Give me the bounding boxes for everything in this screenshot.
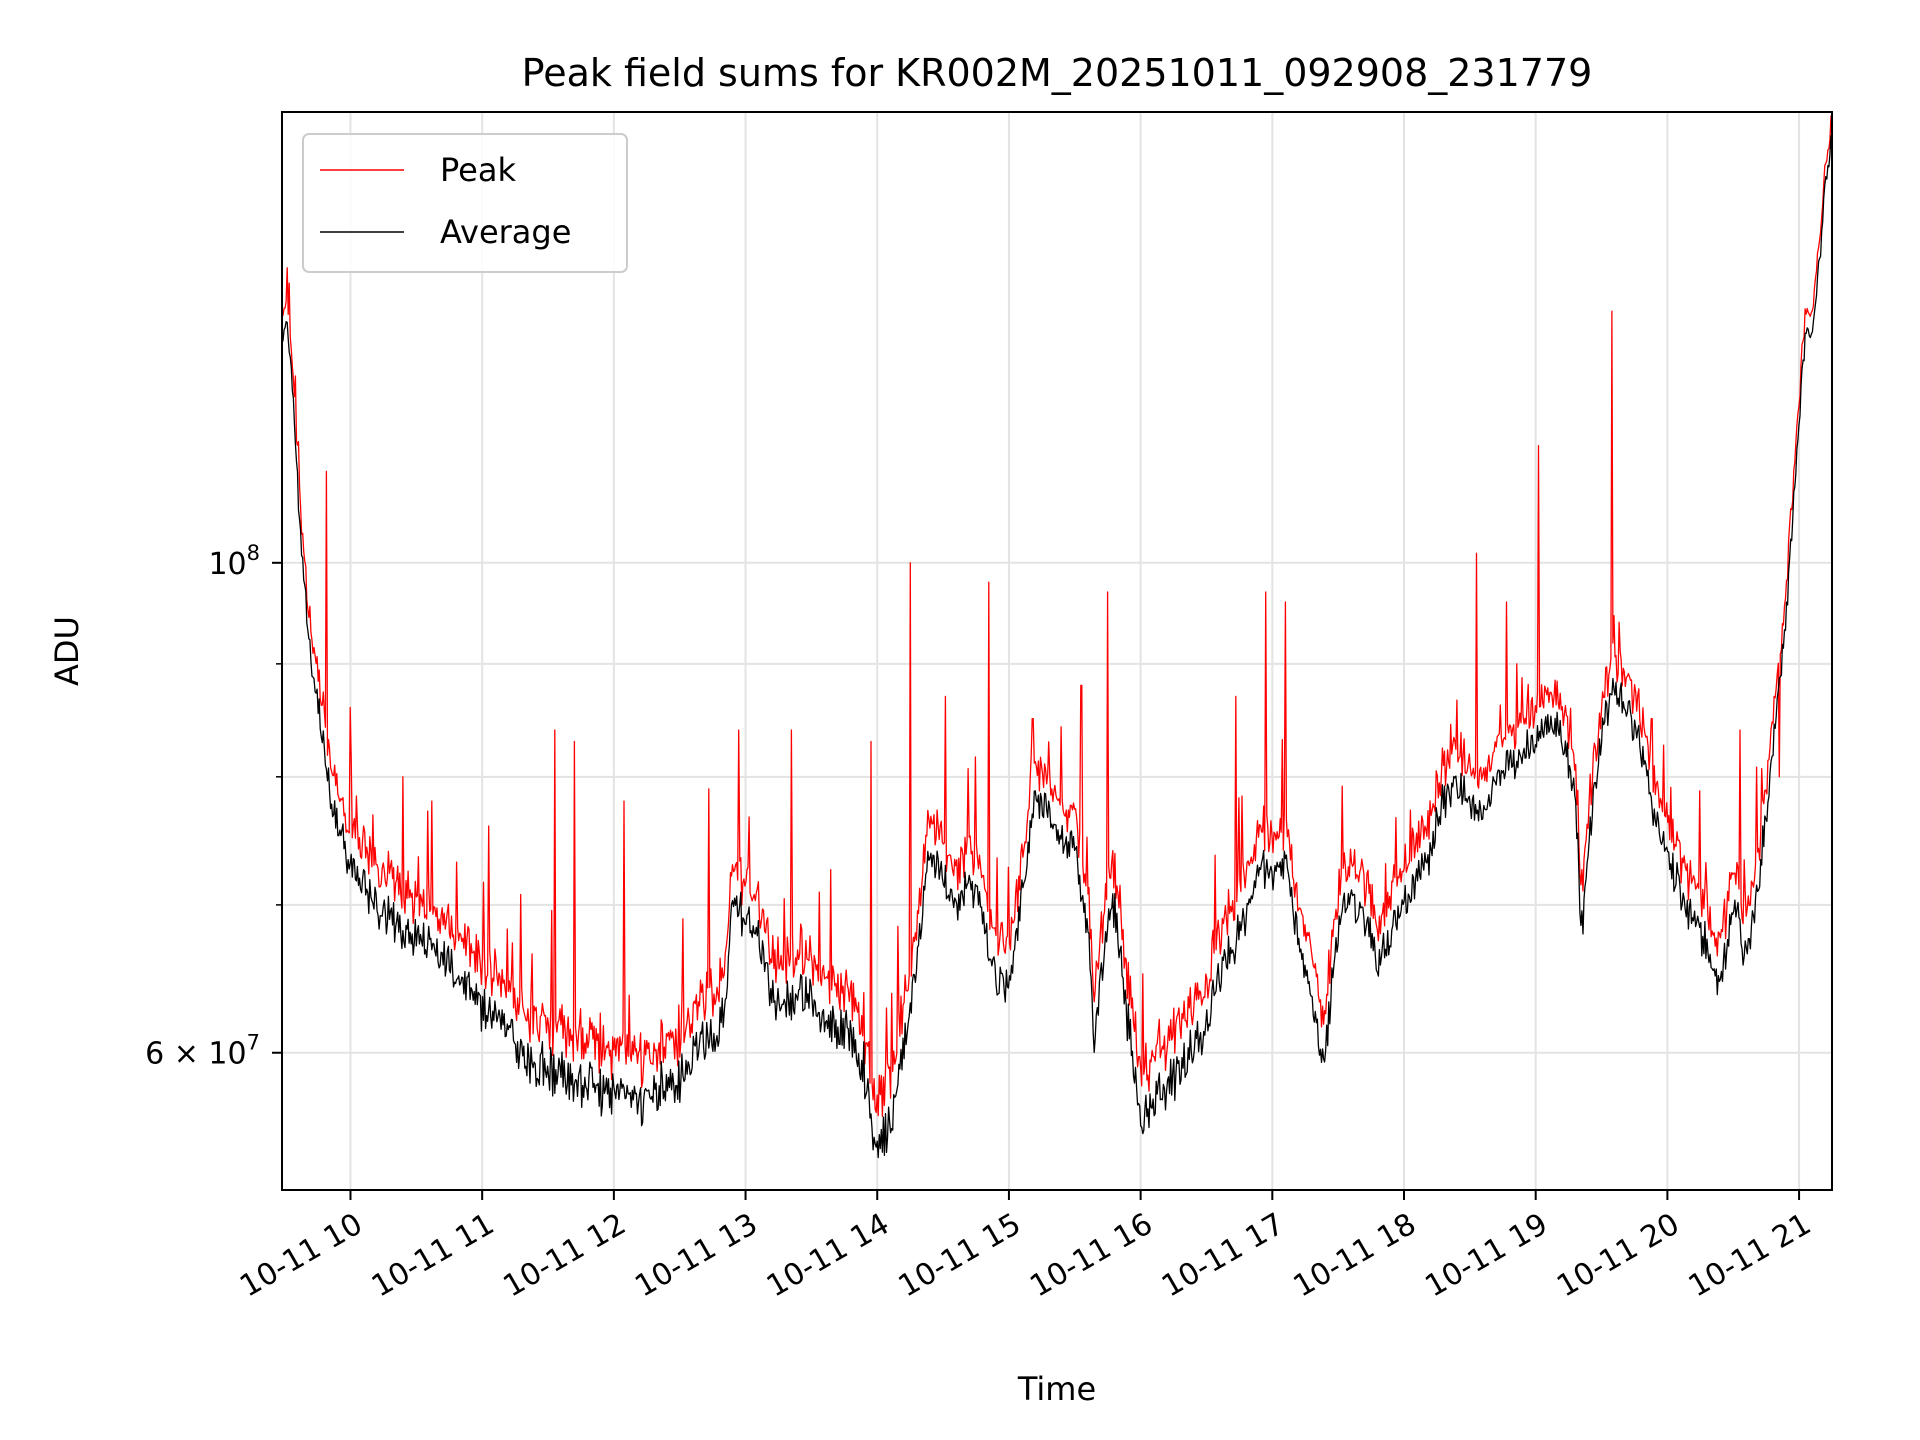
- plot-frame: [281, 111, 1833, 1191]
- series-layer: [281, 115, 1833, 1159]
- x-axis-label: Time: [1017, 1370, 1096, 1408]
- y-axis-label: ADU: [48, 616, 86, 686]
- legend-box: [302, 133, 628, 273]
- series-line-peak: [281, 115, 1833, 1118]
- chart-title: Peak field sums for KR002M_20251011_0929…: [522, 51, 1593, 95]
- grid: [282, 112, 1832, 1190]
- legend-label-average: Average: [440, 213, 571, 251]
- y-tick-label: 6 × 107: [145, 1031, 260, 1072]
- series-line-average: [281, 135, 1833, 1159]
- legend: Peak Average: [302, 133, 628, 273]
- legend-label-peak: Peak: [440, 151, 516, 189]
